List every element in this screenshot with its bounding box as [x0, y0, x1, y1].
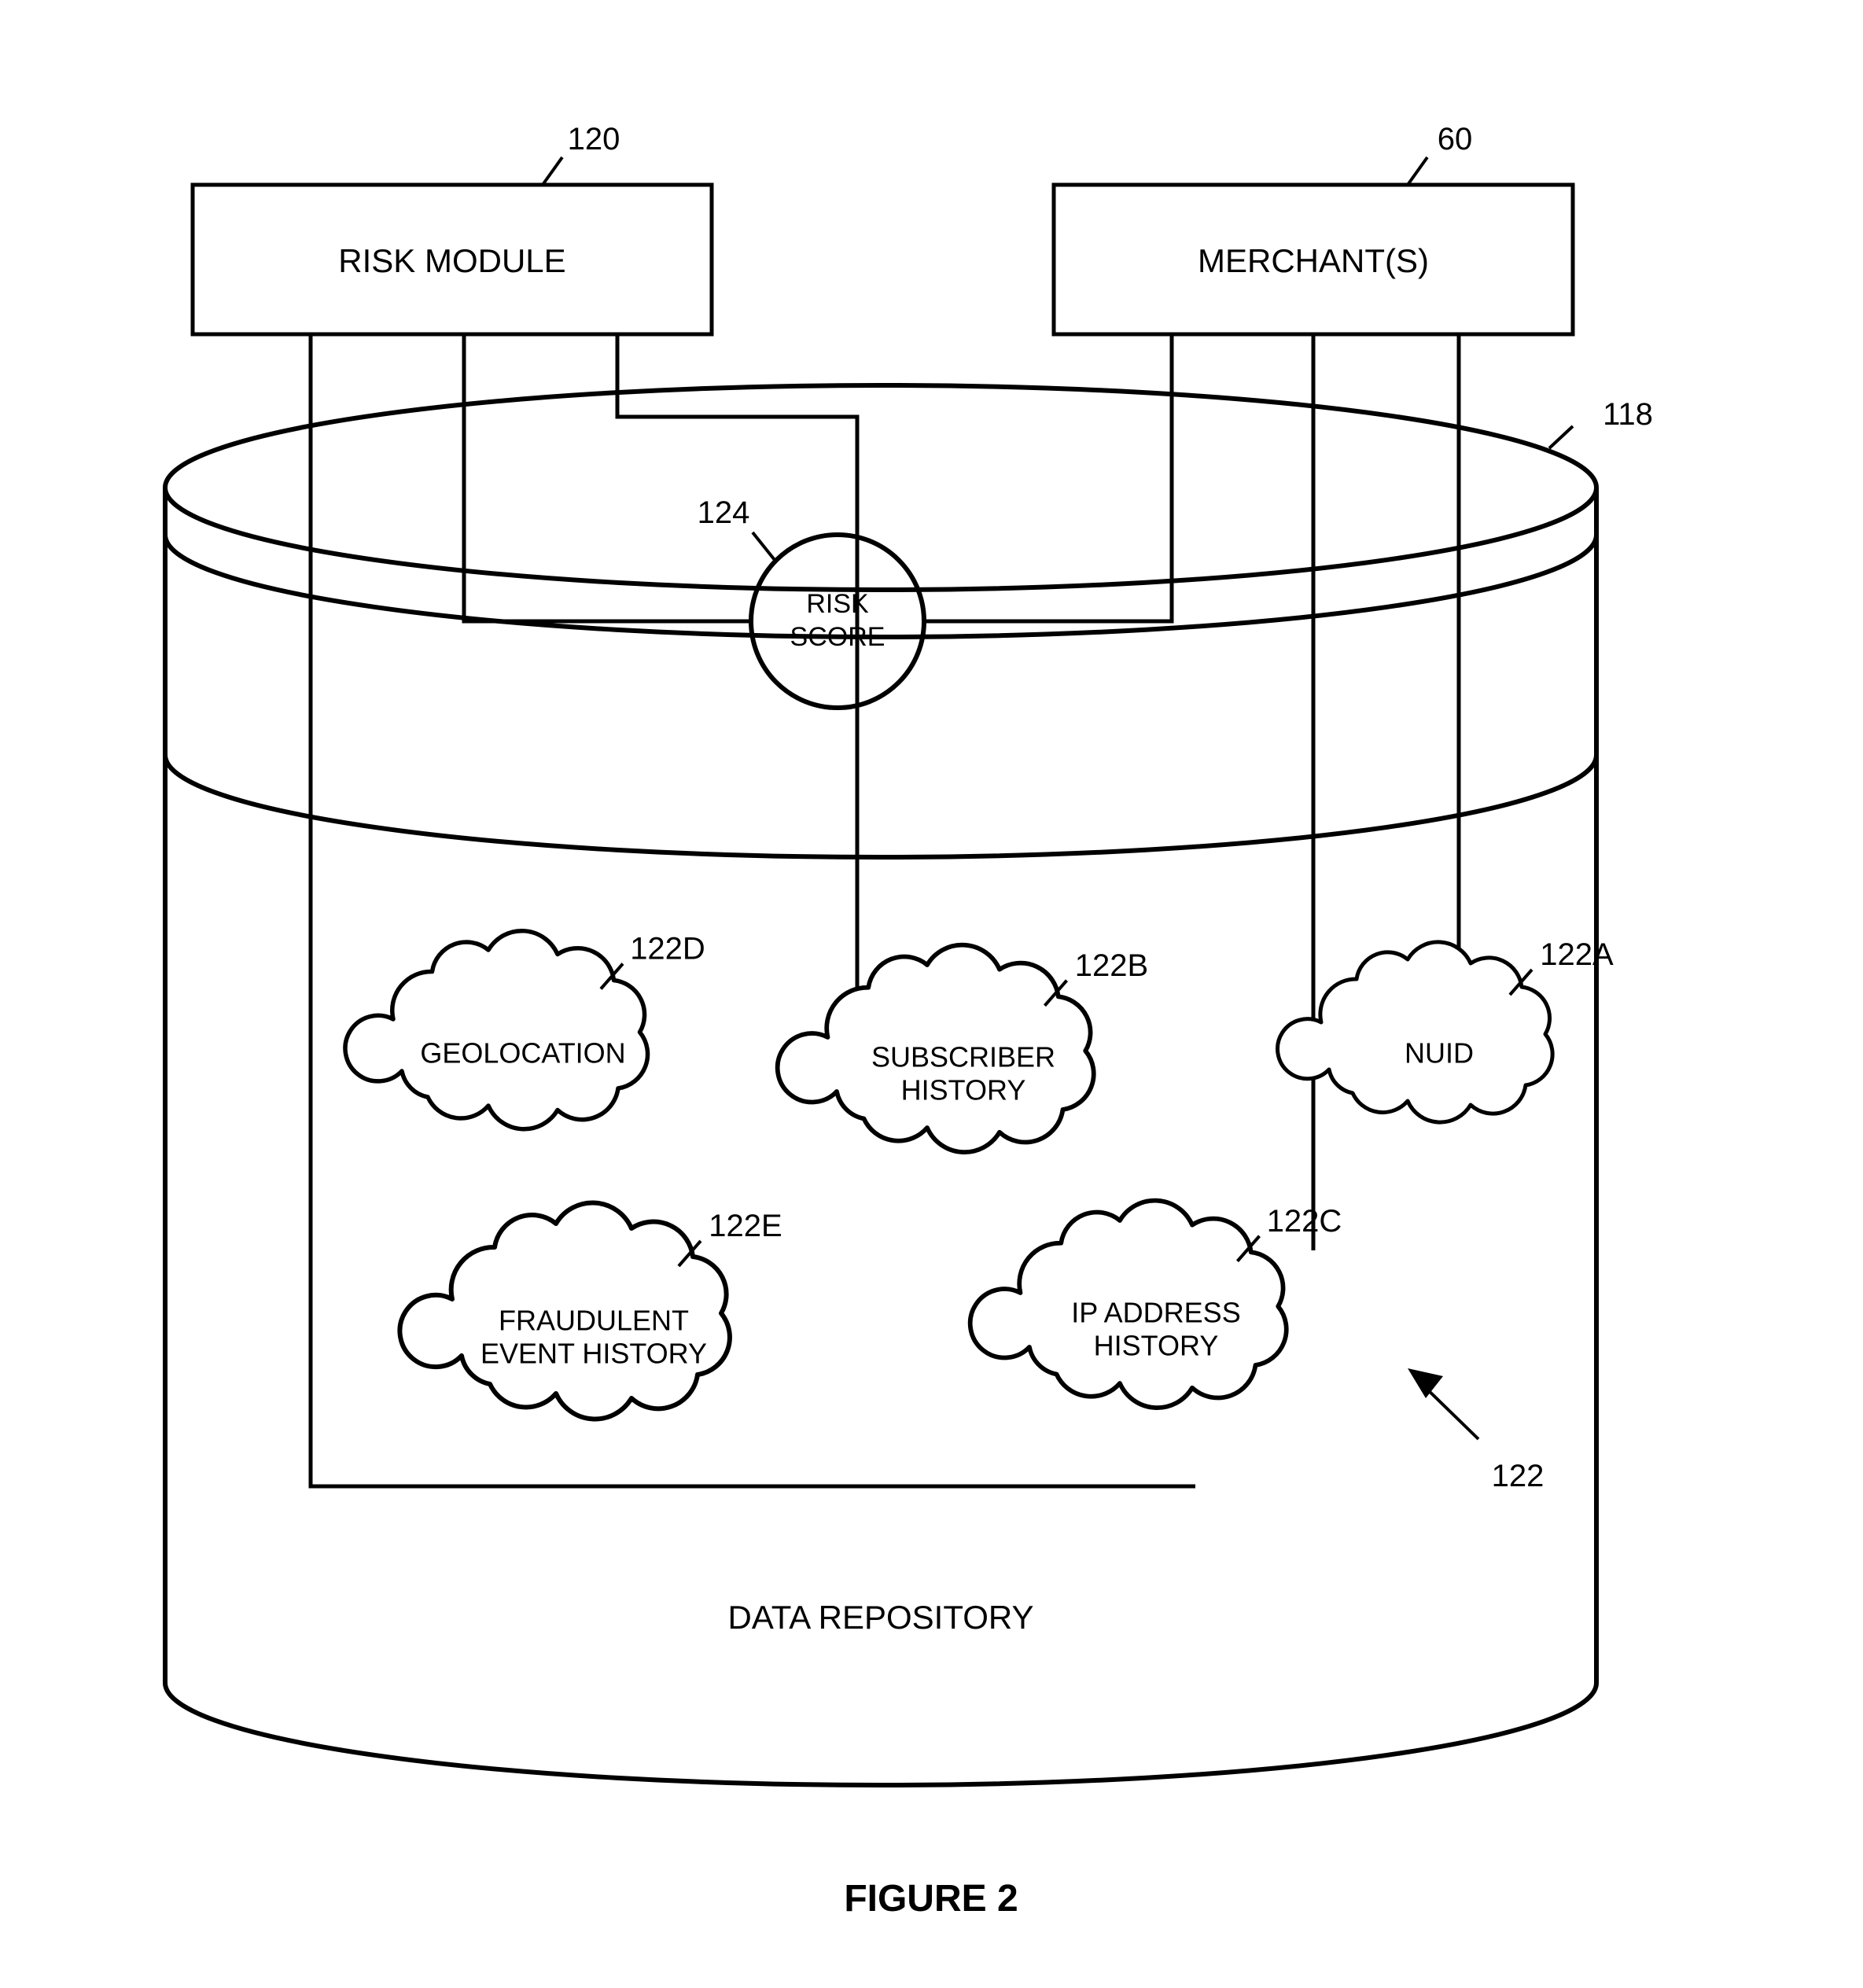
cloud-geolocation-label1: GEOLOCATION: [420, 1037, 625, 1069]
cloud-fraudevent-label1: FRAUDULENT: [499, 1305, 689, 1337]
data-repository-label: DATA REPOSITORY: [728, 1599, 1034, 1636]
ref-122C: 122C: [1267, 1204, 1342, 1239]
cloud-subscriber-label1: SUBSCRIBER: [871, 1041, 1055, 1073]
cloud-ipaddr-label2: HISTORY: [1094, 1330, 1219, 1362]
risk-module-label: RISK MODULE: [338, 242, 565, 279]
ref-118-text: 118: [1603, 397, 1653, 432]
risk-score-label1: RISK: [806, 589, 869, 619]
merchants-box: MERCHANT(S) 60: [1054, 122, 1573, 334]
ref-122E: 122E: [709, 1209, 782, 1243]
ref-122A: 122A: [1540, 937, 1614, 972]
risk-score-node: RISK SCORE: [751, 535, 924, 708]
ref-122B: 122B: [1075, 948, 1148, 983]
ref-124: 124: [698, 495, 775, 560]
ref-118: 118: [1549, 397, 1653, 448]
cloud-nuid-label1: NUID: [1405, 1037, 1474, 1069]
cloud-nuid: [1278, 942, 1553, 1122]
cloud-subscriber-label2: HISTORY: [901, 1074, 1026, 1106]
figure-title: FIGURE 2: [844, 1878, 1018, 1920]
ref-122-text: 122: [1492, 1459, 1545, 1493]
cloud-geolocation: [345, 931, 648, 1129]
cloud-ipaddr-label1: IP ADDRESS: [1071, 1297, 1240, 1329]
ref-124-text: 124: [698, 495, 750, 530]
risk-score-label2: SCORE: [790, 622, 885, 652]
ref-122-group: 122: [1408, 1368, 1544, 1493]
merchants-label: MERCHANT(S): [1198, 242, 1429, 279]
ref-122D: 122D: [630, 932, 705, 966]
ref-60-text: 60: [1438, 122, 1473, 156]
ref-120-text: 120: [568, 122, 620, 156]
cloud-fraudevent-label2: EVENT HISTORY: [480, 1338, 707, 1370]
risk-module-box: RISK MODULE 120: [193, 122, 712, 334]
